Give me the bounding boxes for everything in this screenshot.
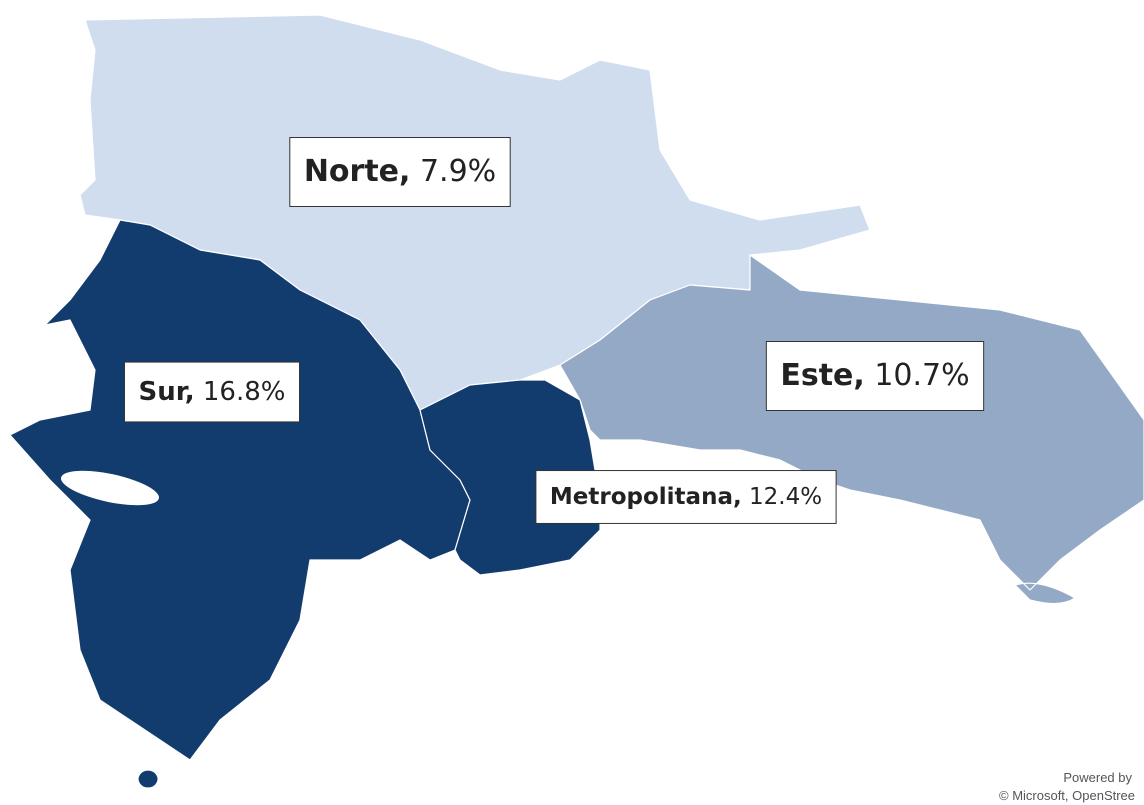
region-label: Sur, 16.8% (124, 361, 300, 423)
label-text: Este, 10.7% (780, 358, 969, 393)
label-text: Metropolitana, 12.4% (550, 484, 822, 510)
label-box (535, 470, 837, 524)
region-name: Metropolitana, (550, 484, 742, 510)
region-name: Sur, (139, 377, 195, 407)
region (559, 254, 1144, 605)
attribution: © Microsoft, OpenStree (999, 788, 1135, 803)
region-value: 7.9% (420, 154, 496, 189)
region-value: 10.7% (874, 358, 969, 393)
region (419, 379, 601, 576)
label-box (289, 137, 511, 207)
label-box (124, 361, 300, 423)
label-text: Sur, 16.8% (139, 377, 286, 407)
region-label: Norte, 7.9% (289, 137, 511, 207)
region-value: 12.4% (749, 484, 822, 510)
region-label: Metropolitana, 12.4% (535, 470, 837, 524)
region-name: Este, (780, 358, 864, 393)
region-label: Este, 10.7% (765, 341, 985, 411)
label-text: Norte, 7.9% (304, 154, 496, 189)
region-value: 16.8% (203, 377, 286, 407)
lake (61, 470, 159, 506)
region-name: Norte, (304, 154, 411, 189)
attribution: Powered by (1063, 770, 1132, 785)
label-box (765, 341, 985, 411)
